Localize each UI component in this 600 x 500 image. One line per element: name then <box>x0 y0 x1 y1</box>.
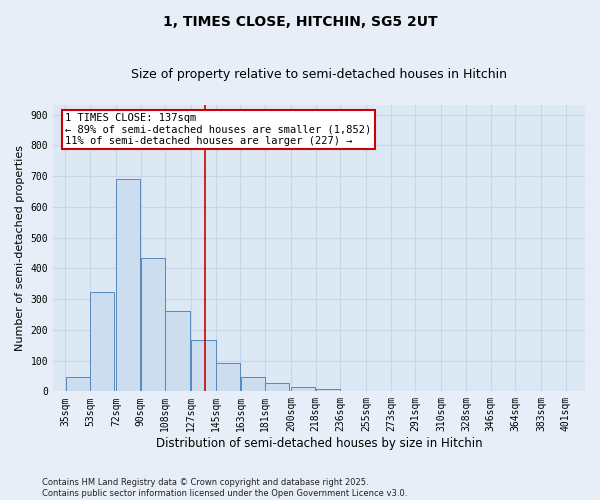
Bar <box>166 312 190 392</box>
Bar <box>241 377 265 392</box>
Text: 1 TIMES CLOSE: 137sqm
← 89% of semi-detached houses are smaller (1,852)
11% of s: 1 TIMES CLOSE: 137sqm ← 89% of semi-deta… <box>65 113 371 146</box>
Bar <box>116 179 140 392</box>
Title: Size of property relative to semi-detached houses in Hitchin: Size of property relative to semi-detach… <box>131 68 507 80</box>
Y-axis label: Number of semi-detached properties: Number of semi-detached properties <box>15 146 25 352</box>
Text: 1, TIMES CLOSE, HITCHIN, SG5 2UT: 1, TIMES CLOSE, HITCHIN, SG5 2UT <box>163 15 437 29</box>
Bar <box>141 258 165 392</box>
X-axis label: Distribution of semi-detached houses by size in Hitchin: Distribution of semi-detached houses by … <box>156 437 482 450</box>
Bar <box>90 292 115 392</box>
Bar <box>316 389 340 392</box>
Bar <box>65 377 90 392</box>
Bar <box>191 340 215 392</box>
Bar <box>291 388 316 392</box>
Bar <box>265 383 289 392</box>
Text: Contains HM Land Registry data © Crown copyright and database right 2025.
Contai: Contains HM Land Registry data © Crown c… <box>42 478 407 498</box>
Bar <box>216 362 240 392</box>
